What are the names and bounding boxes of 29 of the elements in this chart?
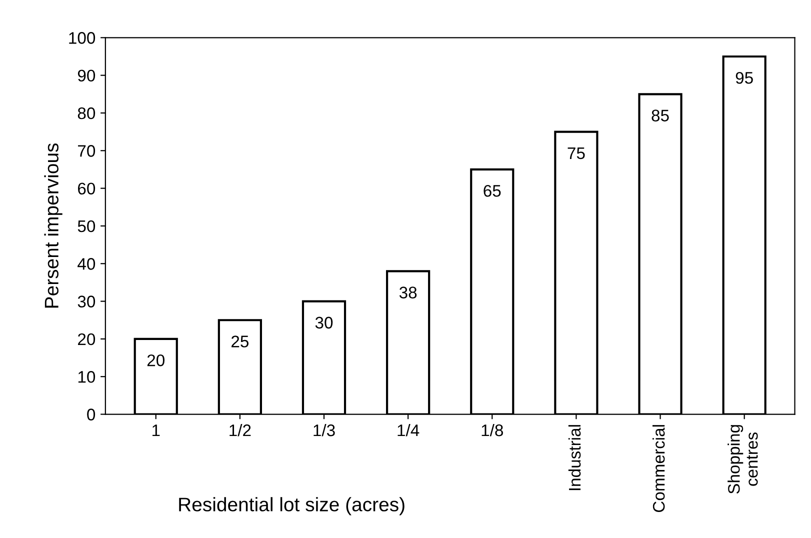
x-tick-label: 1/4 xyxy=(398,424,420,436)
data-label: 85 xyxy=(652,110,669,122)
x-tick-label: 1/2 xyxy=(230,424,251,436)
y-tick-label: 0 xyxy=(87,408,96,420)
data-label: 30 xyxy=(315,316,333,329)
y-tick-label: 90 xyxy=(78,70,96,82)
x-tick-label: 1/8 xyxy=(482,424,503,436)
data-label: 25 xyxy=(232,336,249,348)
data-label: 95 xyxy=(736,72,753,84)
data-label: 65 xyxy=(484,184,501,197)
y-tick-label: 20 xyxy=(78,333,96,346)
y-tick-label: 70 xyxy=(78,145,96,157)
y-tick-label: 40 xyxy=(78,258,96,270)
y-tick-label: 10 xyxy=(78,371,96,383)
x-tick-label: 1/3 xyxy=(314,424,335,436)
data-label: 20 xyxy=(147,354,164,366)
x-tick-label: Industrial xyxy=(568,425,581,490)
x-tick-label: 1 xyxy=(152,424,160,436)
y-axis-title: Persent impervious xyxy=(44,143,62,308)
x-tick-label: Shopping centres xyxy=(728,425,758,494)
data-label: 75 xyxy=(568,147,585,160)
x-axis-title: Residential lot size (acres) xyxy=(179,497,404,516)
y-tick-label: 80 xyxy=(78,107,96,120)
y-tick-label: 100 xyxy=(69,32,96,44)
y-tick-label: 60 xyxy=(78,182,96,195)
y-tick-label: 50 xyxy=(78,220,96,232)
x-tick-label: Commercial xyxy=(652,425,665,512)
y-tick-label: 30 xyxy=(78,296,96,308)
data-label: 38 xyxy=(399,286,417,298)
